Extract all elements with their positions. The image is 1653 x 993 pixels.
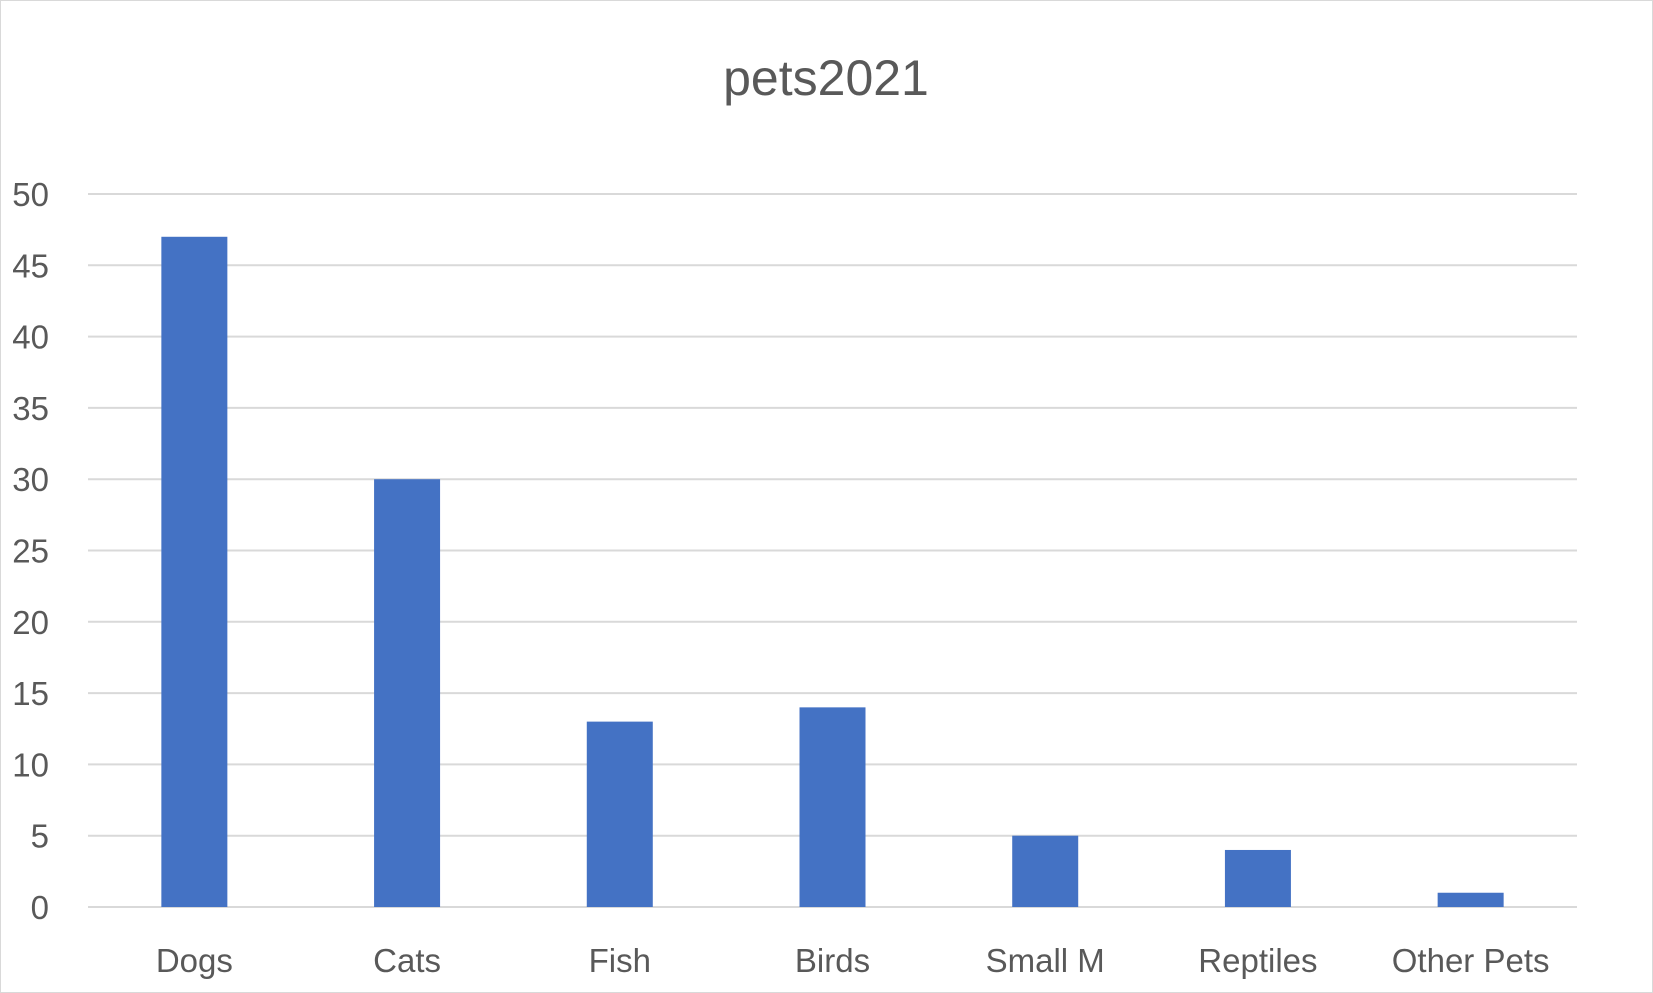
x-tick-label: Cats <box>373 942 441 979</box>
x-tick-label: Birds <box>795 942 870 979</box>
y-tick-label: 30 <box>12 461 49 498</box>
x-tick-label: Dogs <box>156 942 233 979</box>
y-tick-label: 5 <box>31 818 49 855</box>
y-tick-label: 10 <box>12 746 49 783</box>
y-tick-label: 35 <box>12 390 49 427</box>
gridlines <box>88 193 1577 908</box>
bars <box>161 236 1504 907</box>
y-tick-label: 40 <box>12 319 49 356</box>
bar-dogs <box>161 236 228 907</box>
y-tick-label: 25 <box>12 533 49 570</box>
y-tick-label: 15 <box>12 675 49 712</box>
bar-other-pets <box>1437 892 1504 907</box>
x-tick-label: Fish <box>589 942 651 979</box>
y-axis-tick-labels: 0 5 10 15 20 25 30 35 40 45 50 <box>12 176 49 926</box>
chart-title: pets2021 <box>723 50 929 106</box>
bar-cats <box>374 479 441 907</box>
bar-small-m <box>1012 835 1079 907</box>
x-tick-label: Other Pets <box>1392 942 1550 979</box>
x-tick-label: Small M <box>986 942 1105 979</box>
y-tick-label: 0 <box>31 889 49 926</box>
x-tick-label: Reptiles <box>1198 942 1317 979</box>
x-axis-tick-labels: Dogs Cats Fish Birds Small M Reptiles Other Pe… <box>156 942 1550 979</box>
bar-fish <box>586 721 653 907</box>
y-tick-label: 20 <box>12 604 49 641</box>
bar-birds <box>799 707 866 907</box>
bar-reptiles <box>1224 849 1291 907</box>
y-tick-label: 50 <box>12 176 49 213</box>
y-tick-label: 45 <box>12 247 49 284</box>
